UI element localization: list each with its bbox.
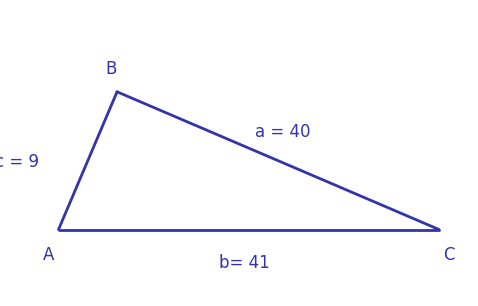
Text: b= 41: b= 41 <box>218 254 269 272</box>
Text: A: A <box>43 246 54 264</box>
Text: c = 9: c = 9 <box>0 153 39 171</box>
Text: a = 40: a = 40 <box>255 123 311 140</box>
Text: C: C <box>443 246 455 264</box>
Text: B: B <box>106 60 117 78</box>
